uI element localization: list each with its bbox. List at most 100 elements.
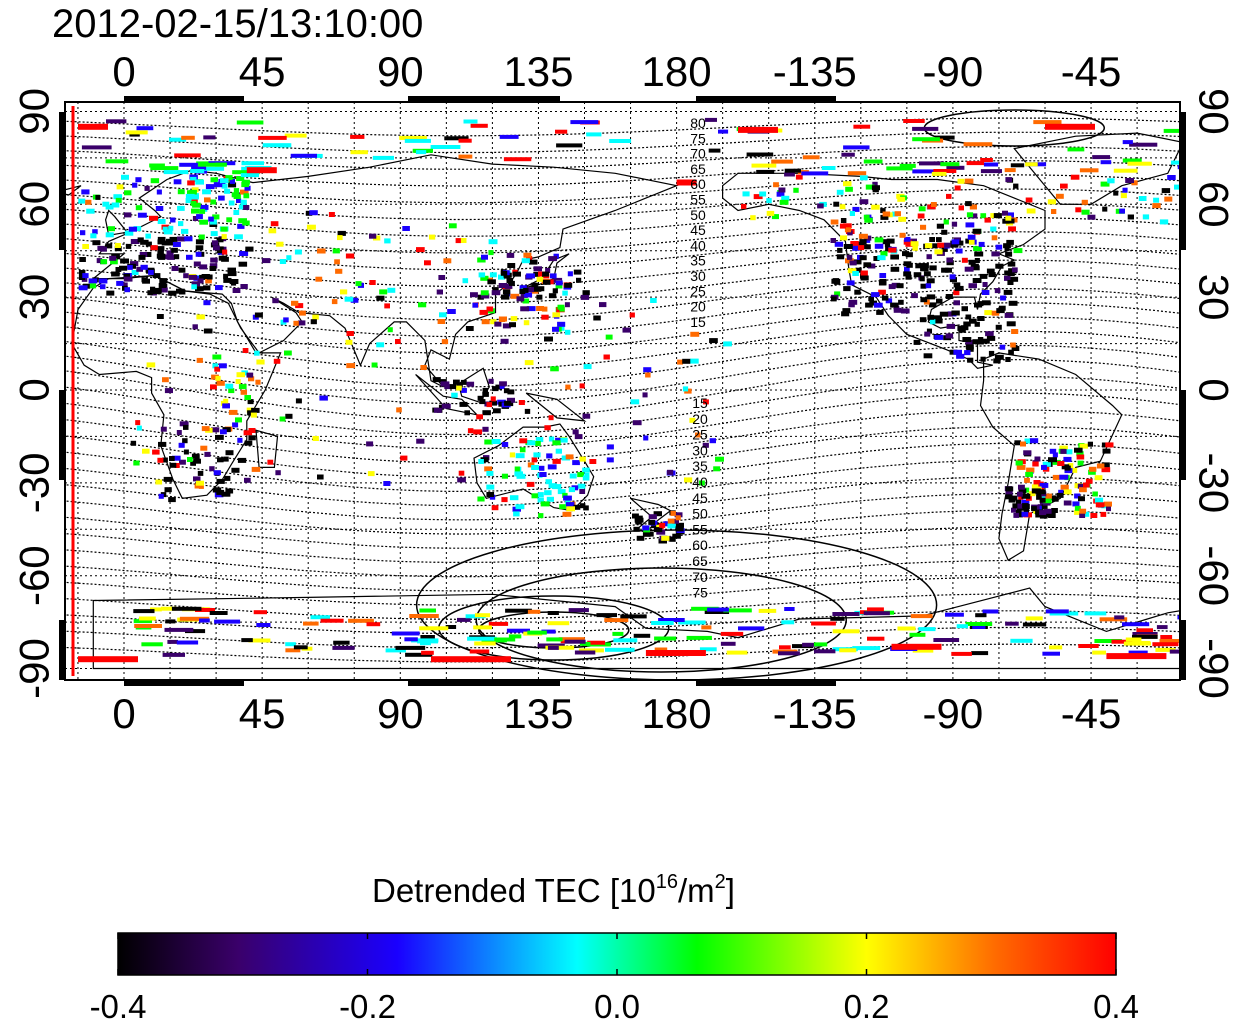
mlat-line [65,426,1180,478]
tec-pixel [232,422,239,428]
tec-pixel [555,448,562,454]
tec-pixel [586,132,602,137]
left-lat-tick-label: -60 [11,545,58,606]
tec-pixel [562,492,568,498]
tec-pixel [994,288,1001,294]
tec-pixel [223,456,229,462]
tec-pixel [500,338,509,344]
geomag-label-south: 60 [692,537,708,553]
tec-pixel [376,342,385,348]
tec-pixel [1076,454,1085,460]
tec-pixel [1114,615,1125,620]
tec-pixel [1125,178,1134,183]
tec-pixel [946,165,965,170]
tec-pixel [873,256,880,261]
tec-pixel [1033,120,1062,125]
tec-pixel [418,302,427,308]
tec-pixel [912,245,918,251]
tec-pixel [179,162,200,167]
tec-pixel-red [645,650,706,656]
tec-pixel [445,625,457,629]
tec-pixel [204,197,211,203]
tec-pixel [344,296,354,302]
mlat-line [65,302,1180,354]
tec-pixel [1012,503,1018,509]
tec-pixel [177,189,185,195]
tec-pixel [1039,497,1046,503]
tec-pixel [212,363,219,369]
tec-pixel [738,626,765,631]
tec-pixel [874,237,884,243]
tec-pixel [119,265,128,271]
colorbar-title: Detrended TEC [1016/m2] [372,871,735,909]
tec-pixel [238,218,247,224]
tec-pixel [447,309,456,314]
tec-pixel [533,452,541,458]
tec-pixel [951,239,960,245]
tec-pixel [239,251,249,256]
tec-pixel [244,440,253,446]
tec-pixel [1079,513,1086,518]
tec-pixel [218,363,227,369]
tec-pixel [177,205,185,211]
tec-pixel [723,608,752,613]
tec-pixel [1066,449,1073,455]
tec-pixel [123,276,133,282]
tec-pixel [1032,461,1039,467]
tec-pixel [881,295,889,301]
tec-pixel [917,213,925,219]
tec-pixel [682,358,691,364]
tec-pixel [169,137,187,142]
tec-pixel [236,372,245,378]
tec-pixel [179,616,210,621]
tec-pixel [295,398,302,404]
tec-pixel [293,320,299,326]
tec-pixel [573,269,582,275]
tec-pixel [526,273,535,279]
tec-pixel [490,319,497,325]
tec-pixel [146,362,156,368]
tec-pixel [672,518,679,524]
tec-pixel [310,319,317,325]
tec-pixel [1090,513,1098,518]
geomag-label-south: 50 [692,506,708,522]
tec-pixel [837,247,843,253]
tec-pixel [490,396,496,402]
tec-pixel [486,484,495,490]
tec-pixel [512,271,521,277]
tec-pixel [163,170,189,175]
tec-pixel [547,621,570,626]
tec-pixel [215,285,223,291]
tec-pixel [233,194,241,199]
tec-pixel [506,278,514,283]
tec-pixel [1005,490,1013,496]
tec-pixel [350,297,359,303]
tec-pixel [541,306,548,312]
tec-pixel [416,438,425,444]
tec-pixel [702,442,709,448]
tec-pixel [293,645,308,650]
tec-pixel [1113,190,1119,196]
tec-pixel [973,246,982,252]
tec-pixel [802,642,823,647]
tec-pixel [813,642,828,647]
tec-pixel [582,467,590,473]
tec-pixel [212,354,222,360]
tec-pixel [720,641,736,646]
tec-pixel [605,647,635,652]
mlat-line [65,543,1180,578]
tec-pixel [579,456,586,462]
tec-pixel [195,245,204,251]
colorbar-tick-label: 0.2 [844,988,890,1024]
tec-pixel [1127,214,1134,220]
tec-pixel [1161,188,1171,194]
tec-pixel [409,614,439,618]
tec-pixel [346,331,354,336]
tec-pixel [215,434,224,440]
tec-pixel [177,236,186,242]
tec-pixel [965,222,975,228]
tec-pixel [878,280,886,286]
tec-pixel [216,237,224,243]
tec-pixel [552,288,558,294]
tec-pixel [509,280,515,286]
